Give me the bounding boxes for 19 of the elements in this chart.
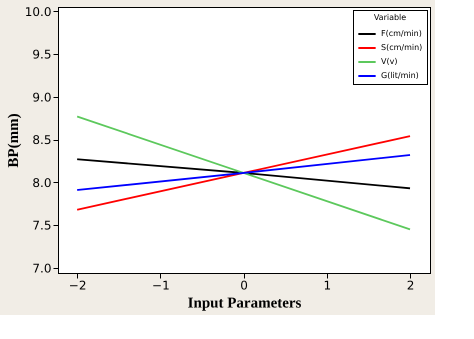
x-tick-label: −2: [68, 278, 86, 292]
legend-label: V(v): [381, 57, 398, 66]
y-tick-label: 10.0: [24, 4, 52, 19]
legend-label: F(cm/min): [381, 29, 422, 38]
x-tick-label: 0: [240, 278, 248, 292]
legend-label: S(cm/min): [381, 43, 422, 52]
legend-title: Variable: [374, 13, 406, 22]
legend-label: G(lit/min): [381, 71, 419, 80]
x-tick-label: 1: [323, 278, 332, 292]
y-tick-label: 8.5: [32, 133, 52, 148]
x-axis-title: Input Parameters: [188, 296, 302, 312]
y-tick-label: 7.0: [32, 261, 52, 276]
y-tick-label: 7.5: [32, 218, 52, 233]
y-tick-label: 9.0: [32, 90, 52, 104]
y-axis-title: BP(mm): [6, 113, 22, 168]
x-tick-label: −1: [152, 278, 170, 292]
y-tick-label: 9.5: [32, 48, 52, 62]
x-tick-label: 2: [406, 278, 414, 292]
y-tick-label: 8.0: [32, 176, 52, 190]
